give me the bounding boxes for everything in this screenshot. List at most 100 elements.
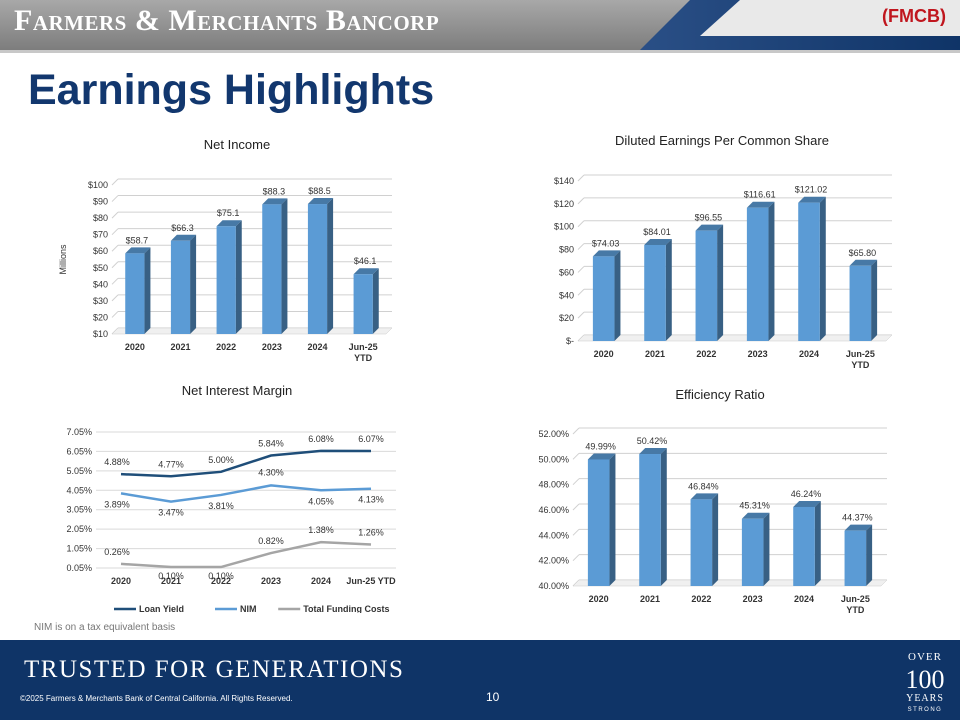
data-label: $74.03 bbox=[592, 238, 620, 248]
y-tick-label: $60 bbox=[559, 267, 574, 277]
x-tick-label: 2020 bbox=[125, 342, 145, 352]
bar bbox=[170, 240, 191, 334]
x-tick-label: 2021 bbox=[170, 342, 190, 352]
x-tick-label: 2023 bbox=[261, 576, 281, 586]
x-tick-label: 2021 bbox=[645, 349, 665, 359]
bar-side bbox=[814, 500, 821, 586]
y-tick-label: $40 bbox=[559, 290, 574, 300]
bar-top bbox=[644, 238, 672, 245]
bar-side bbox=[717, 224, 724, 341]
data-label: 3.89% bbox=[104, 499, 130, 509]
y-tick-label: $90 bbox=[93, 197, 108, 207]
footnote: NIM is on a tax equivalent basis bbox=[34, 622, 176, 633]
bar-top bbox=[592, 250, 621, 257]
bar-top bbox=[170, 234, 197, 241]
data-label: 4.30% bbox=[258, 467, 284, 477]
x-tick-label: 2020 bbox=[111, 576, 131, 586]
data-label: 0.10% bbox=[208, 571, 234, 581]
x-tick-label: 2022 bbox=[216, 342, 236, 352]
y-tick-label: 42.00% bbox=[538, 556, 569, 566]
y-tick-label: $20 bbox=[93, 312, 108, 322]
bar-side bbox=[372, 268, 379, 334]
chart-floor bbox=[572, 579, 888, 587]
y-tick-label: $100 bbox=[88, 180, 108, 190]
bar-side bbox=[866, 524, 873, 586]
badge-number: 100 bbox=[906, 665, 945, 694]
data-label: 46.24% bbox=[791, 489, 822, 499]
legend-entry: Total Funding Costs bbox=[303, 604, 389, 613]
badge-strong: STRONG bbox=[908, 707, 943, 713]
x-tick-label: Jun-25 YTD bbox=[841, 594, 870, 615]
x-tick-label: 2022 bbox=[211, 576, 231, 586]
over-100-years-badge: OVER 100 YEARS STRONG bbox=[906, 651, 945, 713]
bar-top bbox=[690, 493, 719, 500]
bar-side bbox=[281, 198, 288, 334]
bar-side bbox=[327, 198, 334, 334]
gridline-depth bbox=[111, 228, 119, 236]
y-tick-label: $- bbox=[566, 336, 574, 346]
bar-top bbox=[695, 224, 724, 231]
header-background bbox=[0, 0, 960, 53]
data-label: $88.5 bbox=[308, 186, 331, 196]
data-label: 3.81% bbox=[208, 501, 234, 511]
gridline-depth bbox=[111, 277, 119, 285]
chart-title: Net Income bbox=[204, 137, 270, 152]
legend-entry: Loan Yield bbox=[139, 604, 184, 613]
y-tick-label: $120 bbox=[554, 199, 574, 209]
badge-over: OVER bbox=[908, 651, 942, 663]
brand-name: Farmers & Merchants Bancorp bbox=[14, 4, 440, 37]
bar-top bbox=[353, 268, 379, 275]
x-tick-label: Jun-25 YTD bbox=[349, 342, 378, 363]
ticker-symbol: (FMCB) bbox=[882, 6, 946, 26]
data-label: 50.42% bbox=[637, 436, 668, 446]
y-tick-label: $50 bbox=[93, 263, 108, 273]
data-label: 0.82% bbox=[258, 536, 284, 546]
x-tick-label: 2024 bbox=[799, 349, 819, 359]
efficiency-ratio-chart: Efficiency Ratio 40.00% 42.00% 44.00% 46.00%… bbox=[525, 380, 905, 620]
data-label: 49.99% bbox=[585, 441, 616, 451]
gridline-depth bbox=[111, 311, 119, 318]
series-line bbox=[120, 449, 372, 478]
data-label: $66.3 bbox=[171, 223, 194, 233]
x-tick-label: 2022 bbox=[696, 349, 716, 359]
x-tick-label: 2023 bbox=[743, 594, 763, 604]
data-label: 5.00% bbox=[208, 455, 234, 465]
gridline-depth bbox=[572, 452, 580, 460]
x-tick-label: 2020 bbox=[594, 349, 614, 359]
x-tick-label: 2024 bbox=[307, 342, 327, 352]
gridline-depth bbox=[111, 244, 119, 252]
bar-side bbox=[763, 512, 770, 586]
y-tick-label: 7.05% bbox=[66, 427, 92, 437]
data-label: 6.07% bbox=[358, 434, 384, 444]
x-tick-label: 2022 bbox=[691, 594, 711, 604]
data-label: 4.13% bbox=[358, 495, 384, 505]
bar-top bbox=[746, 201, 775, 208]
bar bbox=[592, 256, 615, 341]
y-tick-label: $20 bbox=[559, 313, 574, 323]
y-tick-label: 46.00% bbox=[538, 505, 569, 515]
y-tick-label: $80 bbox=[559, 245, 574, 255]
bar-top bbox=[587, 453, 616, 460]
gridline-depth bbox=[577, 266, 585, 273]
y-tick-label: 50.00% bbox=[538, 454, 569, 464]
y-tick-label: 44.00% bbox=[538, 530, 569, 540]
y-tick-label: 1.05% bbox=[66, 544, 92, 554]
x-tick-label: 2020 bbox=[589, 594, 609, 604]
gridline-depth bbox=[572, 528, 580, 536]
x-tick-label: Jun-25 YTD bbox=[846, 349, 875, 370]
bar-top bbox=[844, 524, 873, 531]
gridline-depth bbox=[572, 503, 580, 511]
bar-top bbox=[741, 512, 770, 519]
gridline-depth bbox=[572, 478, 580, 486]
gridline-depth bbox=[572, 427, 580, 435]
bar bbox=[690, 499, 713, 586]
page-number: 10 bbox=[486, 690, 500, 704]
bar bbox=[741, 518, 764, 586]
gridline-depth bbox=[577, 174, 585, 182]
x-tick-label: Jun-25 YTD bbox=[346, 576, 396, 586]
page-title: Earnings Highlights bbox=[28, 66, 435, 114]
y-tick-label: $30 bbox=[93, 296, 108, 306]
y-tick-label: 6.05% bbox=[66, 446, 92, 456]
bar bbox=[587, 459, 610, 586]
y-tick-label: 2.05% bbox=[66, 524, 92, 534]
